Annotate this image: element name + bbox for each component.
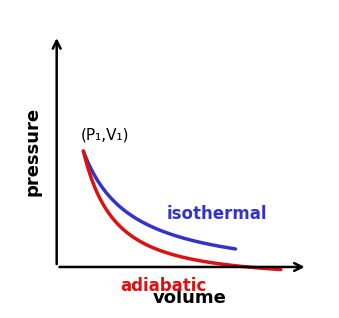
- Text: pressure: pressure: [24, 107, 42, 196]
- Text: (P₁,V₁): (P₁,V₁): [81, 127, 129, 142]
- Text: isothermal: isothermal: [166, 204, 267, 223]
- Text: adiabatic: adiabatic: [120, 277, 206, 295]
- Text: volume: volume: [153, 289, 227, 307]
